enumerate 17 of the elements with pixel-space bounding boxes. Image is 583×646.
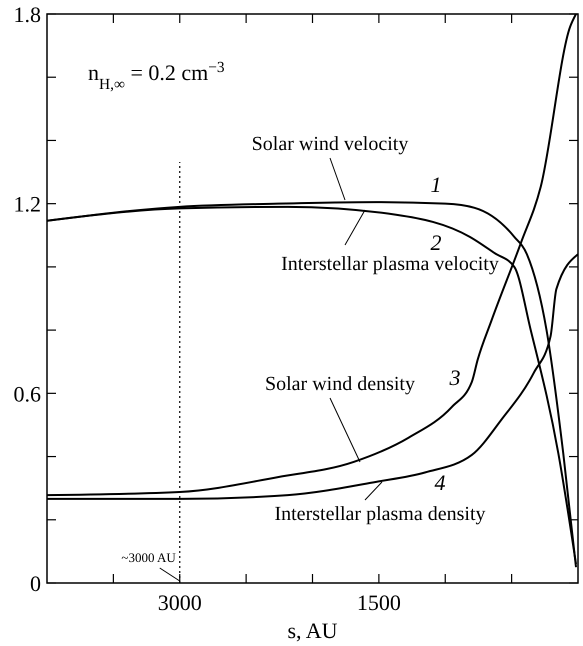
y-tick-label: 0 (30, 571, 41, 596)
legend-label: Interstellar plasma velocity (281, 253, 499, 275)
ref-line-label: ~3000 AU (121, 550, 176, 565)
x-tick-label: 1500 (356, 590, 401, 615)
annotation: 2 (430, 230, 442, 255)
annotation: n$_{H,∞}$ = 0.2 cm$^{−3}$ (88, 58, 225, 92)
legend-label: Interstellar plasma density (274, 503, 486, 525)
annotation: 3 (448, 365, 460, 390)
annotation: 1 (430, 172, 442, 197)
y-tick-label: 1.8 (14, 2, 41, 27)
y-tick-label: 1.2 (14, 192, 41, 217)
x-tick-label: 3000 (158, 590, 202, 615)
annotation: 4 (434, 470, 446, 495)
series-label: Solar wind density (265, 373, 415, 395)
x-axis-title: s, AU (287, 618, 338, 643)
text: Solar wind velocity (252, 133, 408, 155)
y-tick-label: 0.6 (14, 381, 41, 406)
